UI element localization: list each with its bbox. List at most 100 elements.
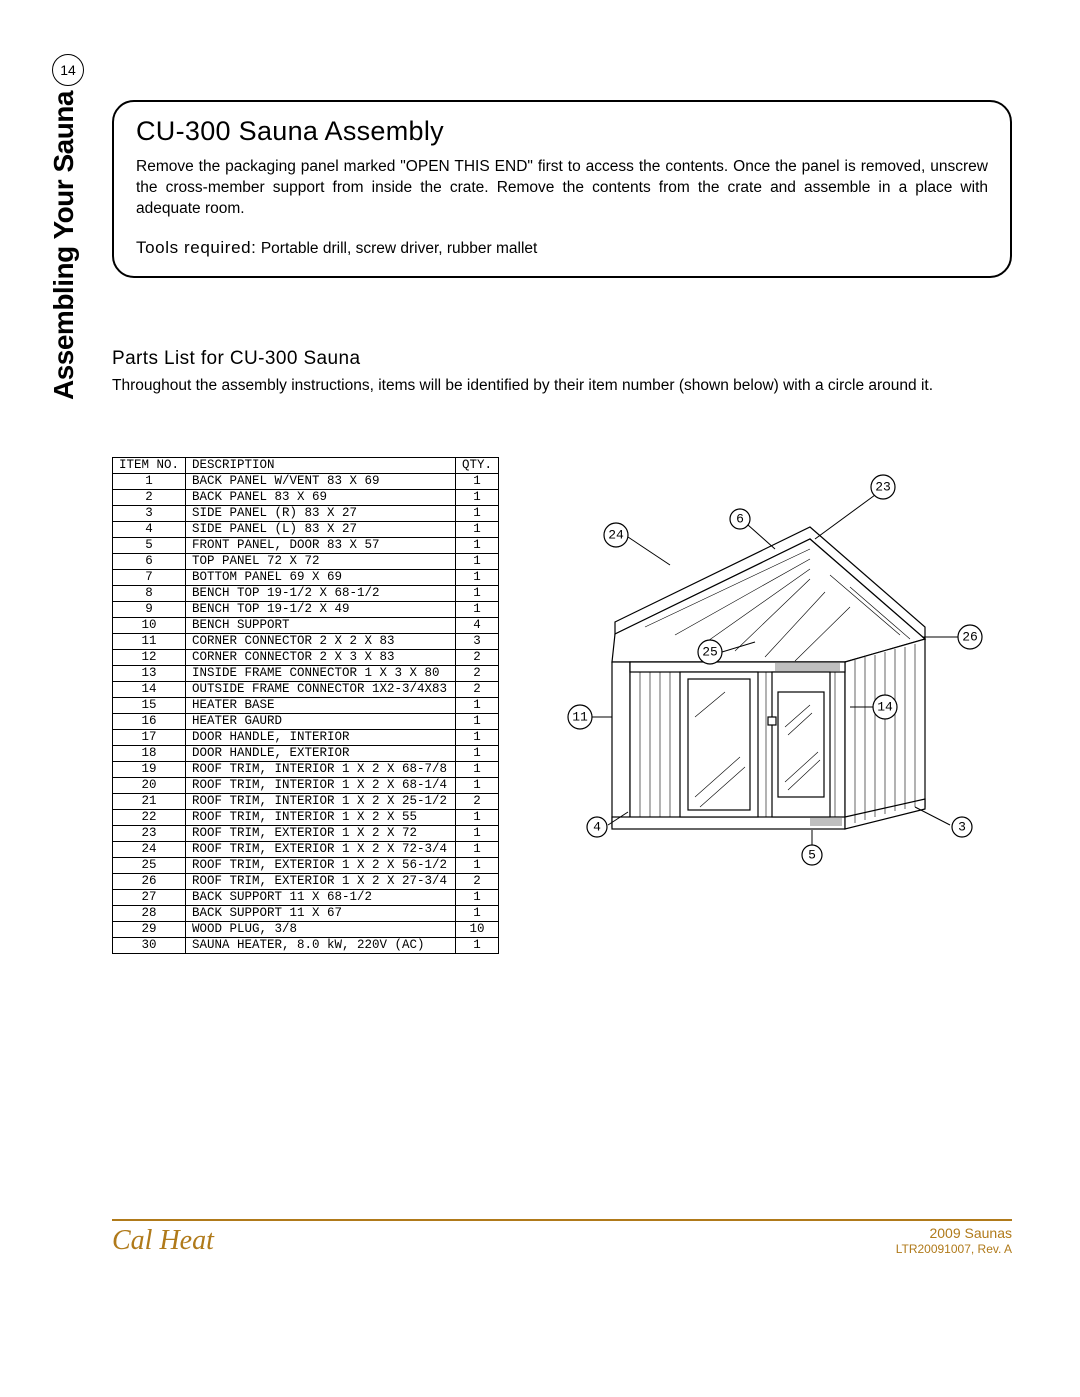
cell-item-no: 4 xyxy=(113,521,186,537)
cell-qty: 1 xyxy=(456,601,499,617)
callout-number: 5 xyxy=(808,847,816,862)
cell-description: ROOF TRIM, INTERIOR 1 X 2 X 68-1/4 xyxy=(186,777,456,793)
cell-qty: 1 xyxy=(456,473,499,489)
cell-item-no: 5 xyxy=(113,537,186,553)
callout-number: 26 xyxy=(962,629,978,644)
cell-item-no: 23 xyxy=(113,825,186,841)
table-row: 4SIDE PANEL (L) 83 X 271 xyxy=(113,521,499,537)
cell-item-no: 20 xyxy=(113,777,186,793)
callout-number: 4 xyxy=(593,819,601,834)
cell-qty: 1 xyxy=(456,505,499,521)
page-number-text: 14 xyxy=(60,62,76,78)
table-row: 12CORNER CONNECTOR 2 X 3 X 832 xyxy=(113,649,499,665)
sauna-diagram: 2362426251411435 xyxy=(550,457,990,887)
table-row: 29WOOD PLUG, 3/810 xyxy=(113,921,499,937)
cell-description: ROOF TRIM, INTERIOR 1 X 2 X 68-7/8 xyxy=(186,761,456,777)
cell-qty: 1 xyxy=(456,905,499,921)
callout-number: 25 xyxy=(702,644,718,659)
table-row: 17DOOR HANDLE, INTERIOR1 xyxy=(113,729,499,745)
cell-description: BACK SUPPORT 11 X 68-1/2 xyxy=(186,889,456,905)
cell-item-no: 7 xyxy=(113,569,186,585)
footer-year-line: 2009 Saunas xyxy=(896,1225,1012,1243)
cell-qty: 2 xyxy=(456,681,499,697)
cell-description: SIDE PANEL (L) 83 X 27 xyxy=(186,521,456,537)
cell-item-no: 26 xyxy=(113,873,186,889)
cell-item-no: 16 xyxy=(113,713,186,729)
table-row: 13INSIDE FRAME CONNECTOR 1 X 3 X 802 xyxy=(113,665,499,681)
table-row: 28BACK SUPPORT 11 X 671 xyxy=(113,905,499,921)
callout-leader xyxy=(915,807,950,825)
table-row: 21ROOF TRIM, INTERIOR 1 X 2 X 25-1/22 xyxy=(113,793,499,809)
table-row: 9BENCH TOP 19-1/2 X 491 xyxy=(113,601,499,617)
table-row: 7BOTTOM PANEL 69 X 691 xyxy=(113,569,499,585)
cell-description: ROOF TRIM, EXTERIOR 1 X 2 X 27-3/4 xyxy=(186,873,456,889)
table-row: 14OUTSIDE FRAME CONNECTOR 1X2-3/4X832 xyxy=(113,681,499,697)
cell-item-no: 1 xyxy=(113,473,186,489)
col-header-item: ITEM NO. xyxy=(113,457,186,473)
brand-logo-text: Cal Heat xyxy=(112,1225,214,1257)
cell-item-no: 14 xyxy=(113,681,186,697)
parts-list-heading: Parts List for CU-300 Sauna xyxy=(112,348,1012,370)
cell-description: BENCH SUPPORT xyxy=(186,617,456,633)
cell-item-no: 18 xyxy=(113,745,186,761)
callout-number: 6 xyxy=(736,511,744,526)
footer-right: 2009 Saunas LTR20091007, Rev. A xyxy=(896,1225,1012,1258)
cell-qty: 1 xyxy=(456,585,499,601)
cell-description: OUTSIDE FRAME CONNECTOR 1X2-3/4X83 xyxy=(186,681,456,697)
table-row: 6TOP PANEL 72 X 721 xyxy=(113,553,499,569)
cell-qty: 2 xyxy=(456,793,499,809)
table-row: 15HEATER BASE1 xyxy=(113,697,499,713)
parts-table: ITEM NO. DESCRIPTION QTY. 1BACK PANEL W/… xyxy=(112,457,499,954)
table-row: 27BACK SUPPORT 11 X 68-1/21 xyxy=(113,889,499,905)
cell-item-no: 29 xyxy=(113,921,186,937)
sauna-diagram-wrap: 2362426251411435 xyxy=(527,457,1012,887)
cell-qty: 1 xyxy=(456,825,499,841)
intro-title: CU-300 Sauna Assembly xyxy=(136,116,988,147)
cell-description: CORNER CONNECTOR 2 X 2 X 83 xyxy=(186,633,456,649)
cell-qty: 1 xyxy=(456,841,499,857)
cell-description: BENCH TOP 19-1/2 X 49 xyxy=(186,601,456,617)
cell-description: HEATER GAURD xyxy=(186,713,456,729)
cell-qty: 1 xyxy=(456,521,499,537)
callout-leader xyxy=(815,495,875,539)
cell-description: HEATER BASE xyxy=(186,697,456,713)
cell-description: BACK PANEL 83 X 69 xyxy=(186,489,456,505)
door-glass xyxy=(778,692,824,797)
main-content: CU-300 Sauna Assembly Remove the packagi… xyxy=(112,100,1012,954)
table-row: 26ROOF TRIM, EXTERIOR 1 X 2 X 27-3/42 xyxy=(113,873,499,889)
cell-item-no: 6 xyxy=(113,553,186,569)
cell-description: ROOF TRIM, INTERIOR 1 X 2 X 25-1/2 xyxy=(186,793,456,809)
cell-qty: 1 xyxy=(456,937,499,953)
cell-qty: 2 xyxy=(456,665,499,681)
cell-item-no: 3 xyxy=(113,505,186,521)
intro-box: CU-300 Sauna Assembly Remove the packagi… xyxy=(112,100,1012,278)
callout-leader xyxy=(748,525,775,549)
table-row: 30SAUNA HEATER, 8.0 kW, 220V (AC)1 xyxy=(113,937,499,953)
cell-qty: 2 xyxy=(456,649,499,665)
table-row: 16HEATER GAURD1 xyxy=(113,713,499,729)
cell-qty: 3 xyxy=(456,633,499,649)
cell-description: TOP PANEL 72 X 72 xyxy=(186,553,456,569)
page-footer: Cal Heat 2009 Saunas LTR20091007, Rev. A xyxy=(112,1219,1012,1258)
callout-number: 24 xyxy=(608,527,624,542)
callout-number: 14 xyxy=(877,699,893,714)
parts-list-text: Throughout the assembly instructions, it… xyxy=(112,376,1012,397)
cell-description: DOOR HANDLE, EXTERIOR xyxy=(186,745,456,761)
sidebar-section-label: Assembling Your Sauna xyxy=(48,91,80,400)
cell-qty: 1 xyxy=(456,745,499,761)
cell-qty: 4 xyxy=(456,617,499,633)
page-number-badge: 14 xyxy=(52,54,84,86)
table-row: 11CORNER CONNECTOR 2 X 2 X 833 xyxy=(113,633,499,649)
parts-table-header-row: ITEM NO. DESCRIPTION QTY. xyxy=(113,457,499,473)
cell-item-no: 15 xyxy=(113,697,186,713)
table-row: 1BACK PANEL W/VENT 83 X 691 xyxy=(113,473,499,489)
table-row: 8BENCH TOP 19-1/2 X 68-1/21 xyxy=(113,585,499,601)
intro-text: Remove the packaging panel marked "OPEN … xyxy=(136,157,988,220)
table-row: 19ROOF TRIM, INTERIOR 1 X 2 X 68-7/81 xyxy=(113,761,499,777)
cell-qty: 1 xyxy=(456,857,499,873)
callout-number: 23 xyxy=(875,479,891,494)
cell-description: DOOR HANDLE, INTERIOR xyxy=(186,729,456,745)
cell-item-no: 25 xyxy=(113,857,186,873)
callout-number: 11 xyxy=(572,709,588,724)
cell-qty: 1 xyxy=(456,697,499,713)
